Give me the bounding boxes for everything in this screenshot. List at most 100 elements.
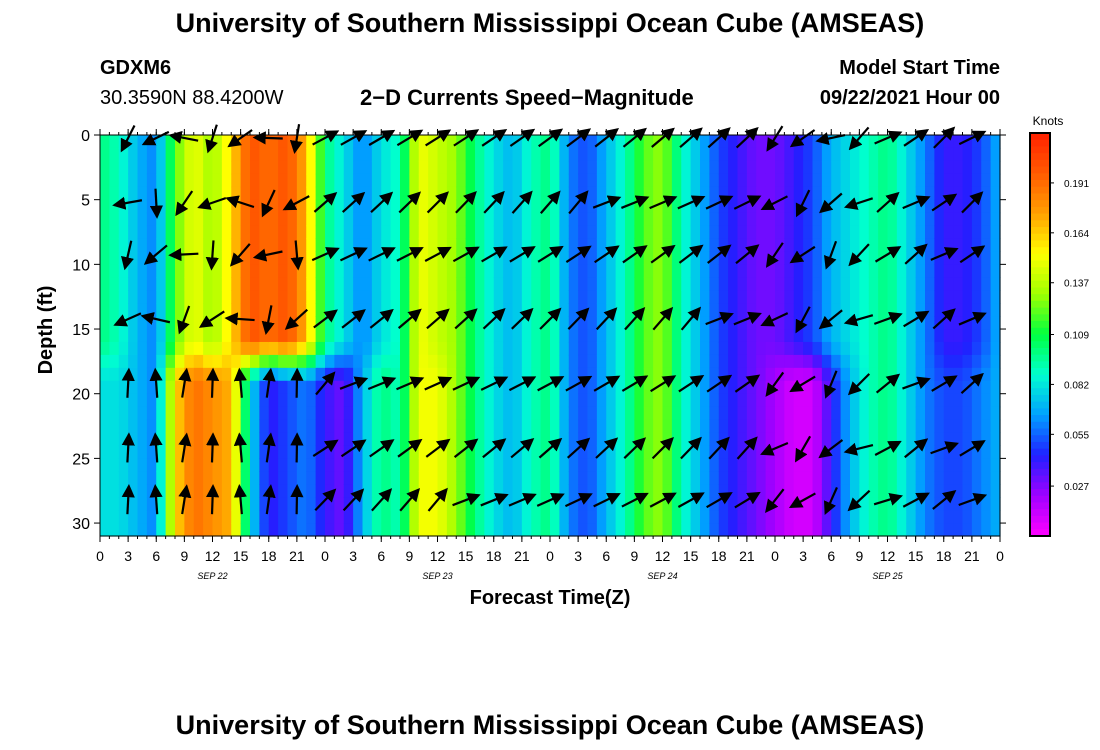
- heatmap-cell: [775, 497, 785, 511]
- heatmap-cell: [278, 225, 289, 240]
- heatmap-cell: [343, 510, 354, 524]
- heatmap-cell: [962, 367, 973, 382]
- colorbar-segment: [1030, 515, 1050, 524]
- heatmap-cell: [268, 303, 279, 317]
- heatmap-cell: [418, 406, 429, 421]
- heatmap-cell: [193, 173, 204, 188]
- heatmap-cell: [850, 277, 860, 291]
- current-vector: [818, 439, 844, 459]
- heatmap-cell: [681, 341, 692, 356]
- heatmap-cell: [259, 367, 270, 382]
- heatmap-cell: [634, 264, 645, 278]
- heatmap-cell: [981, 186, 992, 201]
- heatmap-cell: [934, 484, 945, 498]
- heatmap-cell: [718, 484, 729, 498]
- heatmap-cell: [212, 173, 223, 188]
- heatmap-cell: [100, 510, 110, 524]
- heatmap-cell: [981, 458, 992, 472]
- heatmap-cell: [353, 316, 364, 330]
- heatmap-cell: [925, 290, 935, 304]
- heatmap-cell: [878, 510, 889, 524]
- heatmap-cell: [212, 458, 223, 472]
- heatmap-cell: [503, 458, 514, 472]
- heatmap-cell: [765, 251, 776, 265]
- heatmap-cell: [915, 329, 926, 343]
- heatmap-cell: [503, 484, 514, 498]
- heatmap-cell: [343, 173, 354, 188]
- heatmap-cell: [578, 225, 589, 240]
- heatmap-cell: [446, 264, 457, 278]
- current-vector: [568, 190, 589, 215]
- current-vector: [367, 376, 397, 391]
- current-vector: [592, 195, 622, 209]
- heatmap-cell: [662, 484, 673, 498]
- current-vector: [233, 432, 247, 463]
- heatmap-cell: [737, 393, 748, 408]
- heatmap-cell: [362, 173, 373, 188]
- heatmap-cell: [437, 212, 448, 227]
- heatmap-cell: [793, 277, 804, 291]
- current-vector: [342, 488, 365, 512]
- heatmap-cell: [803, 135, 814, 149]
- heatmap-cell: [840, 290, 851, 304]
- heatmap-cell: [493, 160, 504, 175]
- heatmap-cell: [531, 367, 542, 382]
- heatmap-cell: [400, 186, 410, 201]
- heatmap-cell: [146, 329, 157, 343]
- heatmap-cell: [296, 367, 307, 382]
- heatmap-cell: [859, 251, 870, 265]
- heatmap-cell: [184, 445, 195, 459]
- heatmap-cell: [418, 277, 429, 291]
- heatmap-cell: [521, 316, 532, 330]
- heatmap-cell: [615, 380, 626, 395]
- heatmap-cell: [278, 251, 289, 265]
- heatmap-cell: [146, 445, 157, 459]
- heatmap-cell: [803, 147, 814, 162]
- heatmap-cell: [625, 354, 635, 369]
- heatmap-cell: [128, 471, 139, 485]
- heatmap-cell: [165, 212, 176, 227]
- heatmap-cell: [981, 225, 992, 240]
- heatmap-cell: [118, 147, 129, 162]
- heatmap-cell: [915, 290, 926, 304]
- heatmap-cell: [437, 225, 448, 240]
- heatmap-cell: [962, 419, 973, 434]
- heatmap-cell: [268, 225, 279, 240]
- heatmap-cell: [428, 484, 439, 498]
- heatmap-cell: [596, 238, 607, 253]
- date-label: SEP 24: [647, 571, 677, 581]
- current-vector: [621, 375, 649, 392]
- current-vector: [538, 128, 564, 148]
- heatmap-cell: [203, 445, 214, 459]
- heatmap-cell: [165, 199, 176, 214]
- heatmap-cell: [212, 290, 223, 304]
- heatmap-cell: [409, 277, 420, 291]
- heatmap-cell: [784, 225, 795, 240]
- heatmap-cell: [868, 225, 879, 240]
- heatmap-cell: [990, 354, 1001, 369]
- heatmap-cell: [653, 523, 664, 537]
- heatmap-cell: [362, 445, 373, 459]
- heatmap-cell: [962, 277, 973, 291]
- heatmap-cell: [943, 135, 954, 149]
- heatmap-cell: [821, 341, 832, 356]
- heatmap-cell: [775, 471, 785, 485]
- heatmap-cell: [550, 264, 560, 278]
- current-vector: [482, 438, 507, 459]
- heatmap-cell: [221, 277, 232, 291]
- heatmap-cell: [765, 160, 776, 175]
- heatmap-cell: [493, 199, 504, 214]
- heatmap-cell: [606, 173, 617, 188]
- heatmap-cell: [990, 290, 1001, 304]
- heatmap-cell: [700, 341, 710, 356]
- current-vector: [904, 243, 928, 265]
- heatmap-cell: [990, 406, 1001, 421]
- heatmap-cell: [859, 523, 870, 537]
- heatmap-cell: [193, 419, 204, 434]
- heatmap-cell: [287, 225, 298, 240]
- heatmap-cell: [428, 147, 439, 162]
- heatmap-cell: [765, 173, 776, 188]
- heatmap-cell: [146, 510, 157, 524]
- heatmap-cell: [418, 471, 429, 485]
- heatmap-cell: [353, 497, 364, 511]
